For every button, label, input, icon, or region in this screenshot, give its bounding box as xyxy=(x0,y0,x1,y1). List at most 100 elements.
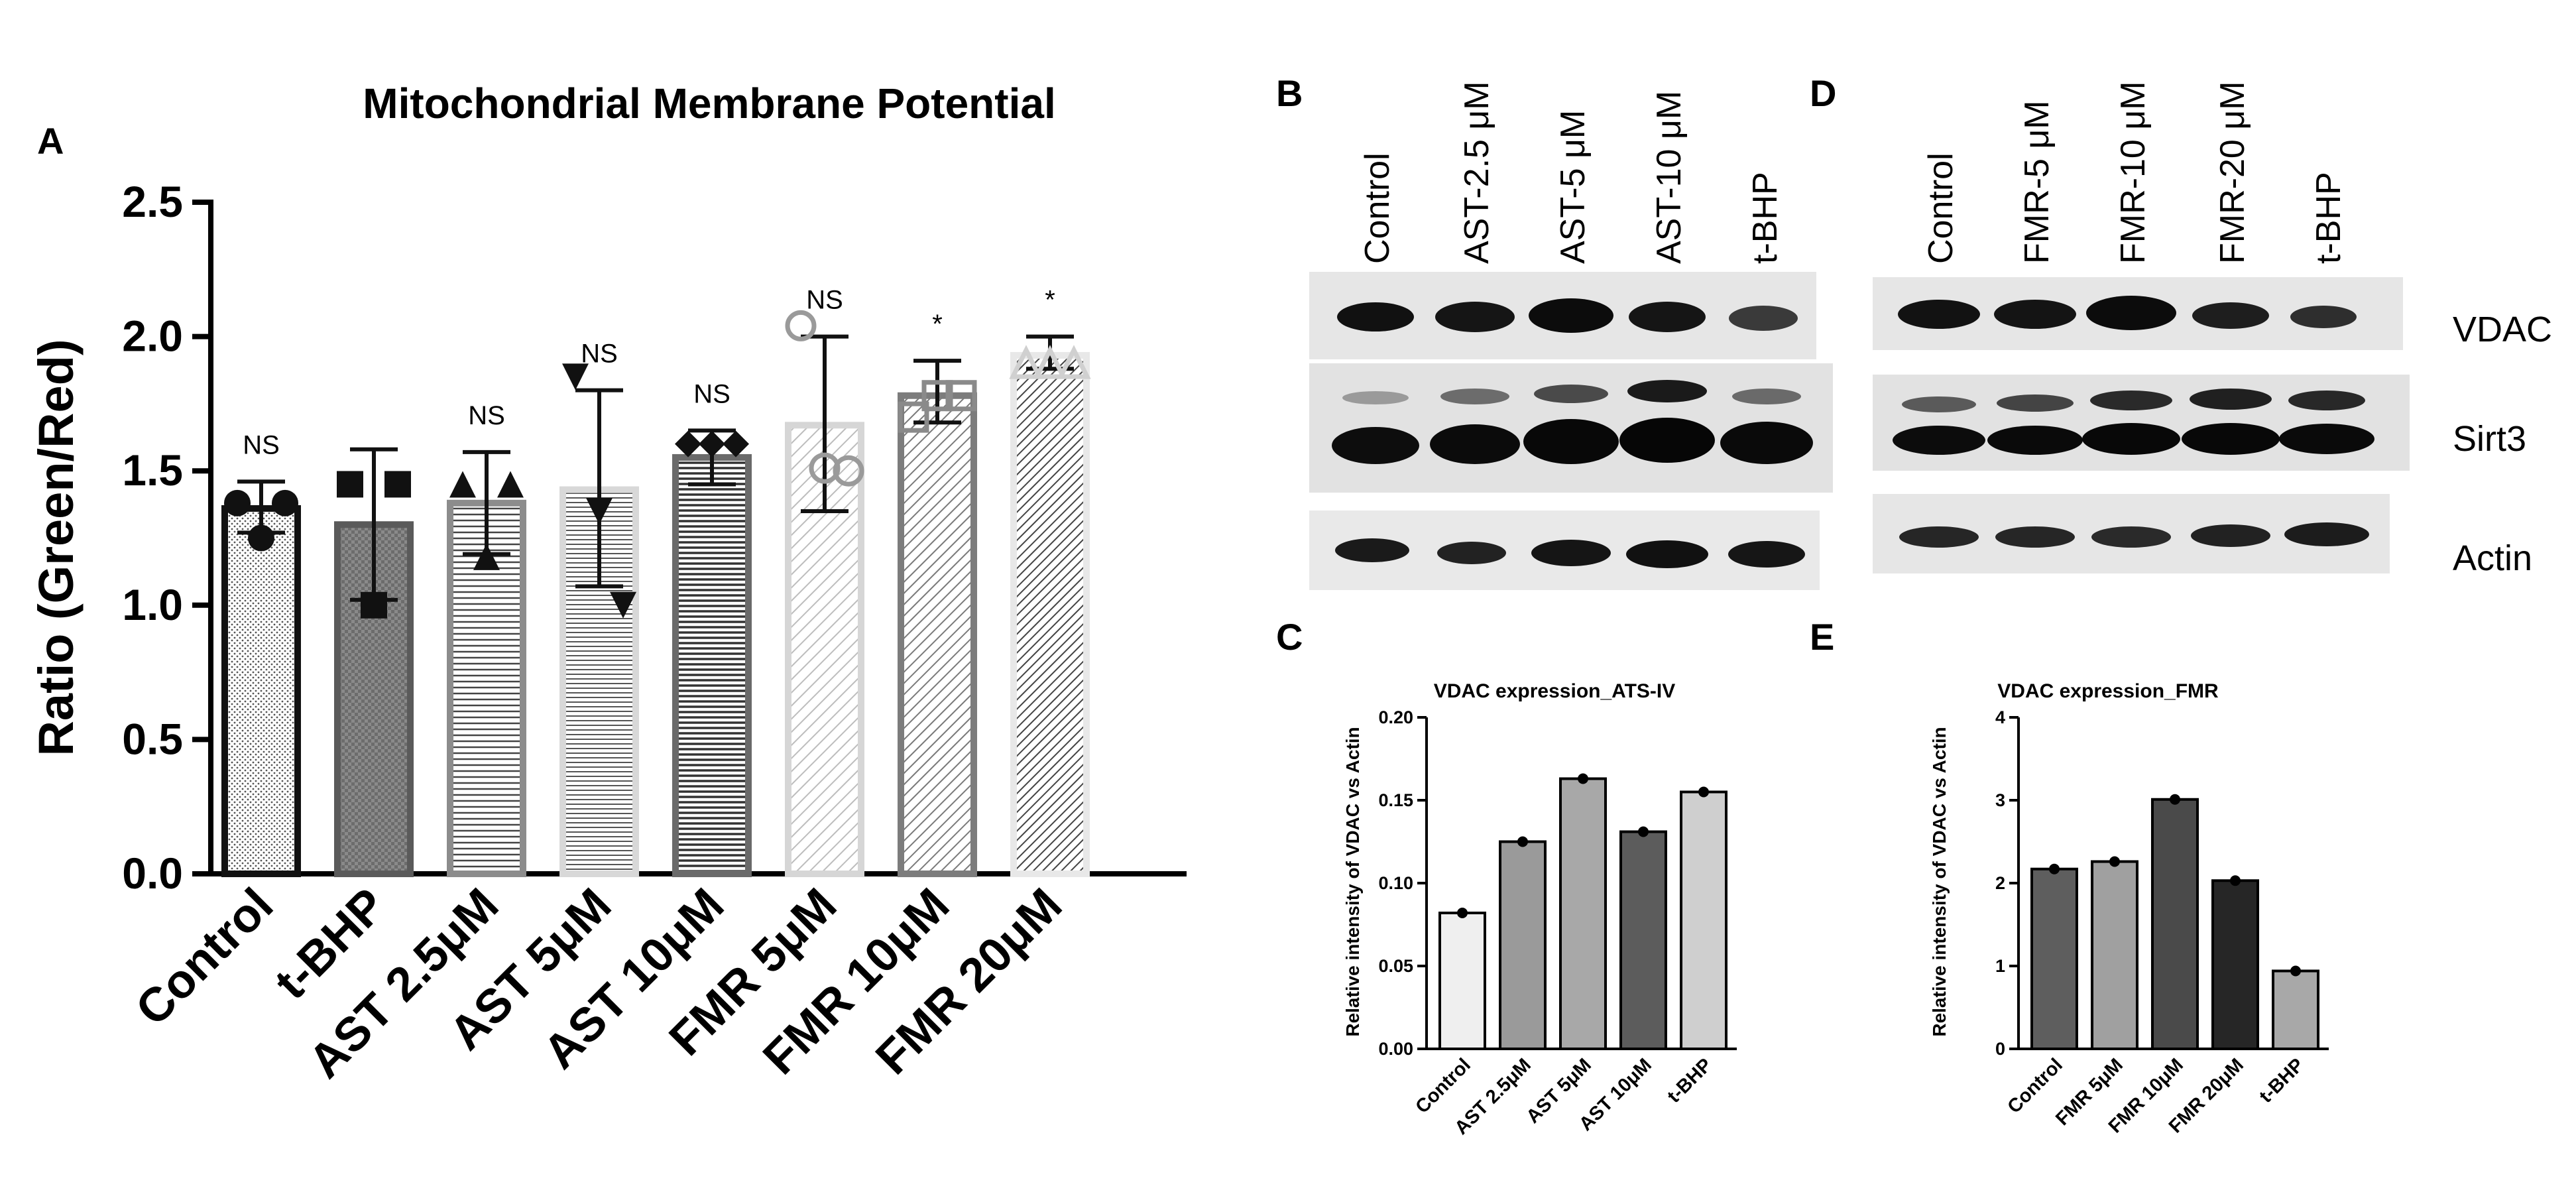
chart-a-y-tick-label: 0.5 xyxy=(122,714,183,763)
chart-a-bar xyxy=(221,505,301,877)
blot-d-vdac-band xyxy=(1994,300,2076,329)
chart-c-y-tick-label: 0.20 xyxy=(1378,707,1413,727)
chart-c-y-tick-label: 0.15 xyxy=(1378,790,1413,810)
blot-d-vdac-band xyxy=(2086,296,2176,330)
blot-b-sirt3-upper-band xyxy=(1342,391,1409,404)
chart-a-significance-label: NS xyxy=(693,379,731,408)
chart-a-y-tick-label: 0.0 xyxy=(122,849,183,898)
blot-d-sirt3-upper-band xyxy=(2090,391,2172,410)
chart-e-data-point xyxy=(2230,875,2241,886)
chart-c-category-label: Control xyxy=(1411,1054,1475,1118)
chart-e-y-tick-label: 3 xyxy=(1995,790,2005,810)
chart-a-significance-label: NS xyxy=(581,339,618,369)
chart-e-bar xyxy=(2091,860,2138,1050)
chart-a-data-point xyxy=(723,430,749,457)
blot-d-sirt3-lower-band xyxy=(2182,423,2280,455)
blot-b-lane-label: AST-2.5 μM xyxy=(1458,81,1496,264)
panel-label-c: C xyxy=(1276,616,1303,658)
blot-d-sirt3-membrane xyxy=(1873,375,2410,471)
chart-c-bar xyxy=(1559,777,1607,1050)
chart-a-data-point xyxy=(248,524,274,552)
chart-e-bar xyxy=(2151,798,2199,1050)
blot-b-sirt3-lower-band xyxy=(1523,419,1619,464)
chart-a-data-point xyxy=(675,430,701,457)
chart-c-y-tick-label: 0.05 xyxy=(1378,956,1413,976)
panel-label-e: E xyxy=(1810,616,1834,658)
chart-a-data-point xyxy=(1057,345,1091,379)
blot-d-sirt3-lower-band xyxy=(1987,426,2083,455)
blot-d-sirt3-upper-band xyxy=(2288,391,2365,410)
blot-b-actin-band xyxy=(1626,540,1708,568)
blot-d-lane-label: FMR-20 μM xyxy=(2213,81,2252,264)
chart-e-data-point xyxy=(2109,856,2120,867)
blot-d-lane-label: Control xyxy=(1922,152,1960,264)
chart-a-y-tick-label: 2.5 xyxy=(122,177,183,226)
blot-b-sirt3-lower-band xyxy=(1430,424,1520,464)
chart-e-y-axis-label: Relative intensity of VDAC vs Actin xyxy=(1929,727,1950,1036)
blot-b-sirt3-upper-band xyxy=(1440,389,1509,404)
blot-d-actin-band xyxy=(2191,524,2270,547)
blot-d-lane-label: FMR-10 μM xyxy=(2114,81,2152,264)
chart-a-data-point xyxy=(337,471,363,498)
chart-a-data-point xyxy=(1033,345,1067,379)
chart-a-data-point xyxy=(809,452,841,484)
blot-b-sirt3-upper-band xyxy=(1732,389,1801,404)
blot-d-sirt3-lower-band xyxy=(2082,423,2180,455)
chart-a-data-point xyxy=(945,380,977,412)
chart-e-y-tick-label: 0 xyxy=(1995,1039,2005,1059)
blot-d-actin-band xyxy=(1899,526,1979,548)
chart-e-y-tick-label: 1 xyxy=(1995,956,2005,976)
chart-a-significance-label: NS xyxy=(468,401,505,430)
chart-a-bar xyxy=(1010,351,1090,877)
blot-b-lane-label: AST-5 μM xyxy=(1554,110,1592,264)
chart-a-bar xyxy=(785,422,864,877)
western-blot-d: Control FMR-5 μM FMR-10 μM FMR-20 μM t-BHP V… xyxy=(1873,81,2552,578)
chart-a-data-point xyxy=(562,363,589,391)
chart-e-bar xyxy=(2211,879,2259,1050)
chart-a-y-tick-label: 2.0 xyxy=(122,312,183,361)
chart-a-data-point xyxy=(224,489,251,516)
chart-a-y-tick-label: 1.0 xyxy=(122,580,183,629)
chart-a-data-point xyxy=(473,543,500,570)
blot-b-vdac-band xyxy=(1729,306,1798,331)
chart-c-bar xyxy=(1680,790,1727,1050)
blot-protein-label-sirt3: Sirt3 xyxy=(2453,419,2526,459)
blot-protein-label-actin: Actin xyxy=(2453,538,2532,578)
blot-d-sirt3-upper-band xyxy=(1902,396,1976,412)
chart-a-data-point xyxy=(921,380,953,412)
chart-a-category-label: Control xyxy=(126,878,284,1036)
blot-b-actin-band xyxy=(1531,540,1611,566)
blot-d-actin-band xyxy=(2284,522,2369,546)
blot-d-actin-band xyxy=(2091,526,2171,548)
blot-d-vdac-band xyxy=(2290,306,2357,328)
chart-c-y-tick-label: 0.10 xyxy=(1378,873,1413,893)
chart-c-data-point xyxy=(1698,786,1709,798)
chart-e-category-label: t-BHP xyxy=(2255,1054,2308,1107)
chart-c-bar xyxy=(1619,830,1667,1050)
chart-e-data-point xyxy=(2290,965,2301,977)
blot-d-sirt3-lower-band xyxy=(2279,424,2374,454)
chart-a-data-point xyxy=(785,310,817,341)
chart-c-vdac-expression-ats-iv: VDAC expression_ATS-IV Relative intensit… xyxy=(1342,680,1737,1139)
chart-a-y-axis-label: Ratio (Green/Red) xyxy=(29,339,84,756)
panel-label-d: D xyxy=(1810,72,1836,114)
chart-a-title: Mitochondrial Membrane Potential xyxy=(363,80,1055,127)
blot-b-sirt3-lower-band xyxy=(1720,422,1813,464)
blot-d-actin-band xyxy=(1995,526,2075,548)
chart-a-significance-label: NS xyxy=(806,286,843,315)
chart-a-data-point xyxy=(833,455,864,487)
blot-b-vdac-band xyxy=(1435,302,1515,332)
blot-d-vdac-band xyxy=(2192,302,2269,329)
chart-a-data-point xyxy=(586,497,613,524)
chart-a-bar xyxy=(898,392,977,877)
blot-d-lane-label: FMR-5 μM xyxy=(2018,100,2056,264)
chart-a-data-point xyxy=(699,430,725,457)
blot-b-vdac-band xyxy=(1529,298,1613,333)
blot-b-actin-band xyxy=(1437,542,1506,564)
chart-e-y-tick-label: 2 xyxy=(1995,873,2005,893)
blot-d-sirt3-lower-band xyxy=(1893,426,1985,455)
chart-a-y-tick-label: 1.5 xyxy=(122,446,183,495)
chart-c-title: VDAC expression_ATS-IV xyxy=(1434,680,1676,702)
chart-a-data-point xyxy=(610,591,636,619)
